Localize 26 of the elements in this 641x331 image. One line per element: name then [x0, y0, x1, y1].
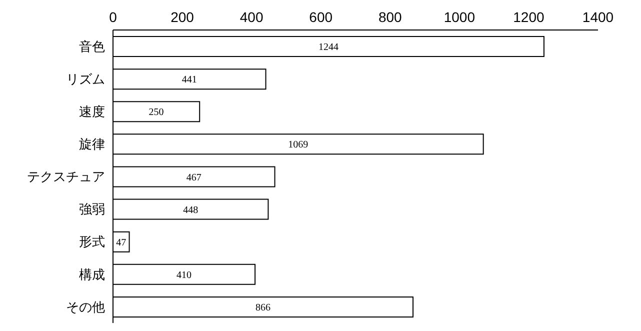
- x-tick-label: 1400: [582, 9, 614, 25]
- y-tick-label: 形式: [79, 235, 105, 250]
- data-label: 866: [256, 302, 271, 314]
- x-tick-label: 1200: [513, 9, 544, 25]
- x-tick-label: 800: [378, 9, 402, 25]
- x-tick-label: 400: [240, 9, 264, 25]
- y-tick-label: 構成: [79, 268, 105, 283]
- y-tick-label: その他: [66, 300, 105, 316]
- data-label: 467: [186, 172, 202, 184]
- x-tick-label: 200: [170, 9, 194, 25]
- y-tick-label: 速度: [79, 104, 105, 120]
- data-label: 47: [116, 237, 126, 248]
- y-tick-label: 音色: [79, 40, 105, 55]
- y-tick-label: 旋律: [79, 138, 105, 153]
- data-label: 441: [182, 74, 197, 86]
- data-label: 1069: [288, 140, 308, 151]
- y-tick-label: テクスチュア: [27, 170, 105, 186]
- x-tick-label: 0: [109, 9, 118, 25]
- data-label: 448: [183, 204, 198, 216]
- y-tick-label: 強弱: [79, 202, 105, 218]
- data-label: 250: [148, 107, 164, 118]
- x-tick-label: 600: [309, 9, 333, 25]
- data-label: 410: [176, 270, 192, 281]
- y-tick-label: リズム: [66, 72, 105, 88]
- x-tick-label: 1000: [444, 9, 476, 25]
- data-label: 1244: [318, 42, 338, 54]
